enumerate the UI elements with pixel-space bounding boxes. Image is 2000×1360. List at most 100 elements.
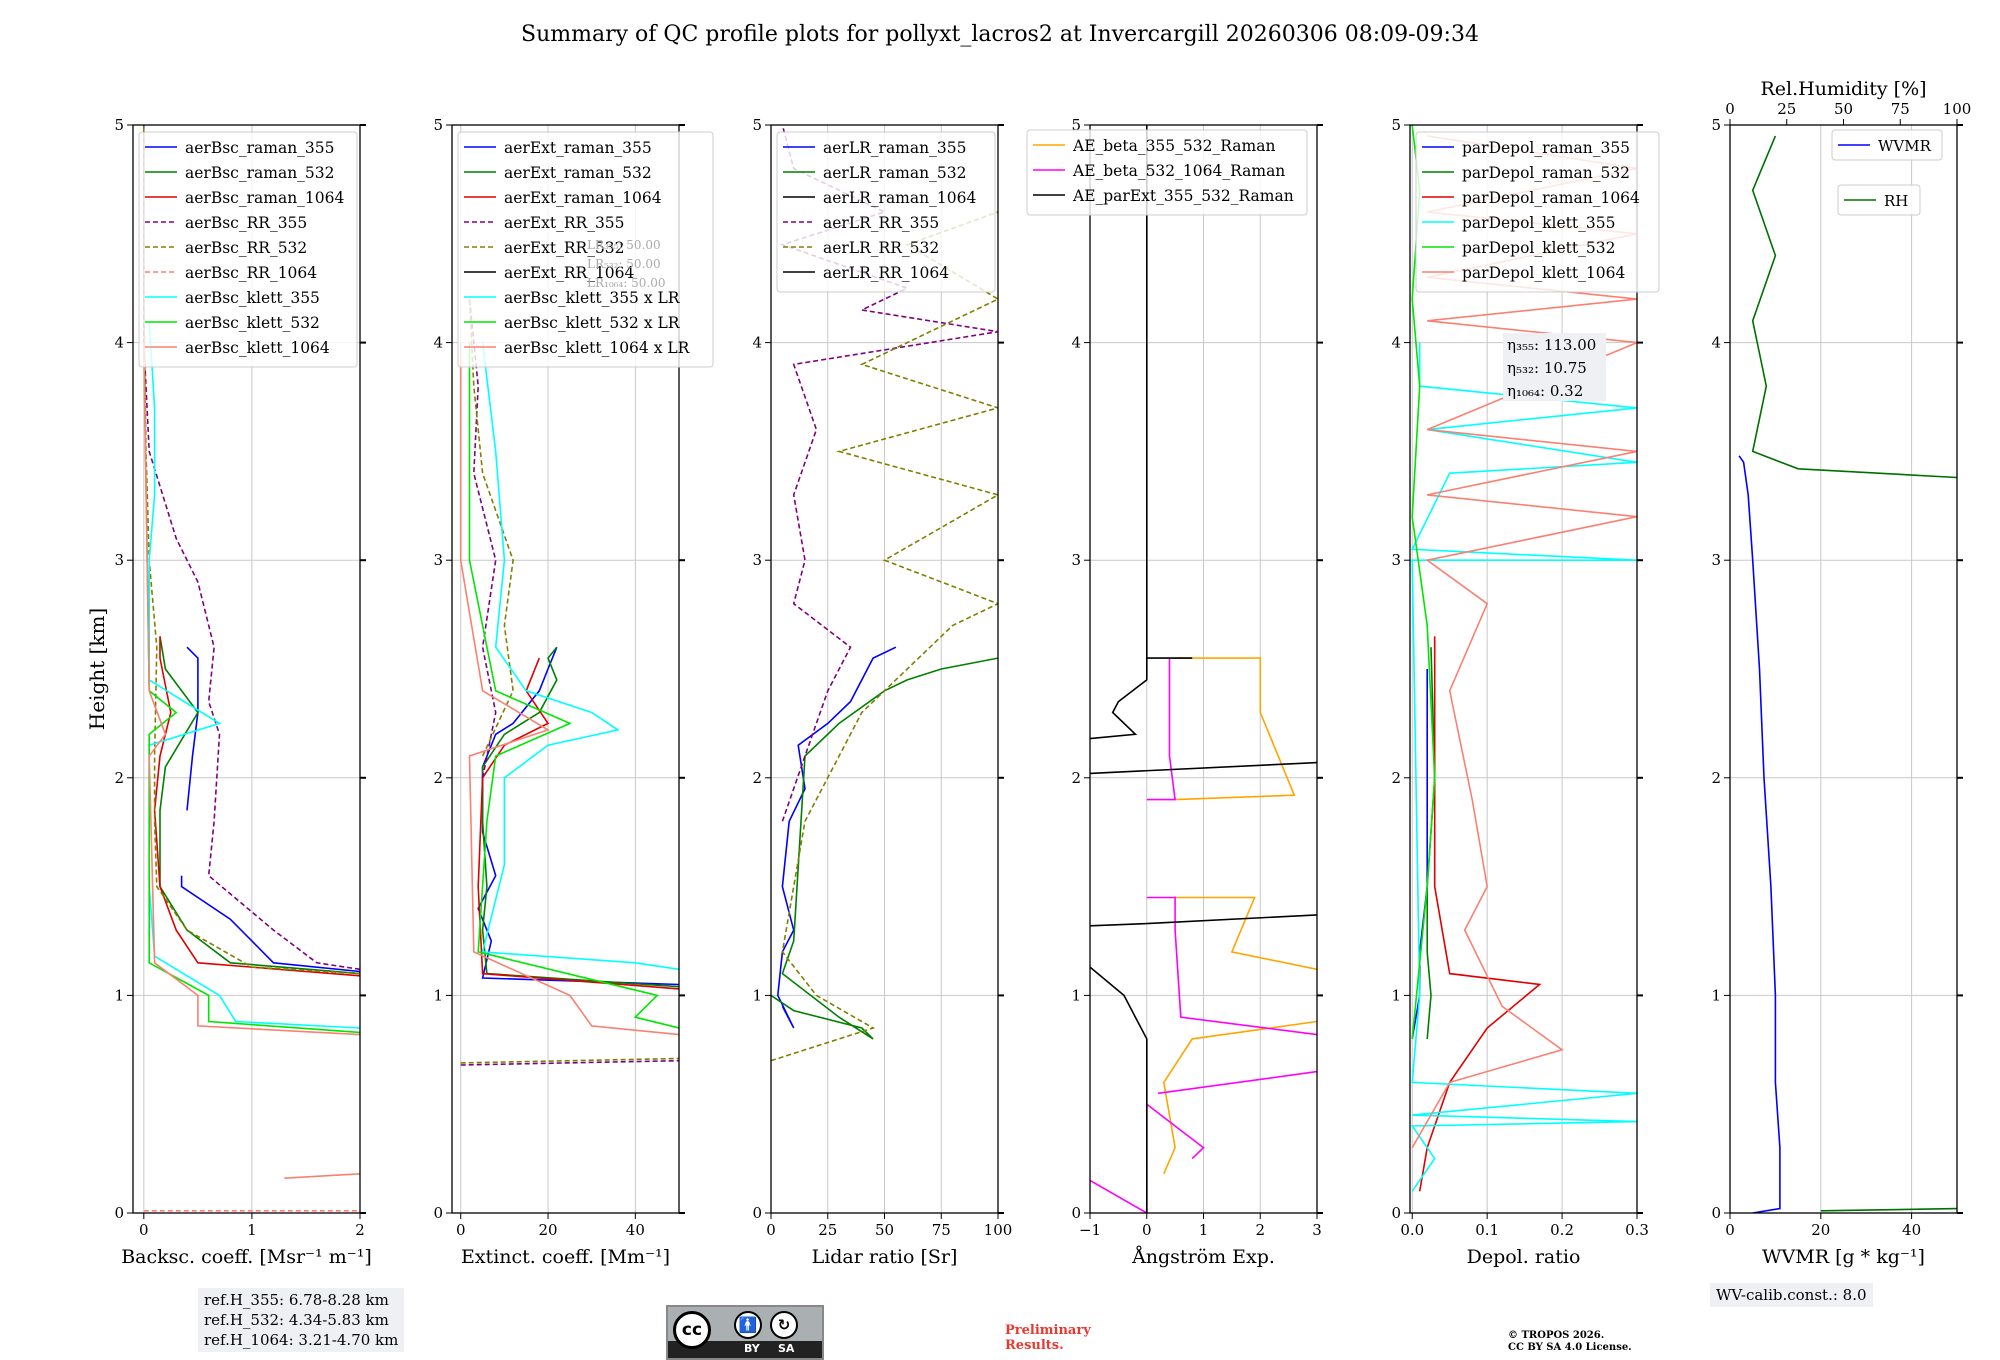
legend-label: aerBsc_raman_1064 [185, 189, 345, 207]
y-tick-label: 5 [752, 116, 762, 134]
legend-label: aerLR_RR_1064 [823, 264, 949, 282]
preliminary-results-note: Preliminary Results. [1005, 1323, 1125, 1353]
legend-label: aerBsc_klett_355 [185, 289, 320, 307]
x-tick-label: 0.0 [1400, 1221, 1424, 1239]
x-axis-label: Backsc. coeff. [Msr⁻¹ m⁻¹] [121, 1246, 372, 1268]
lidar-ratio-annotation: LR₃₅₅: 50.00 [587, 238, 661, 252]
y-tick-label: 5 [1391, 116, 1401, 134]
series-aerBsc_raman_355 [180, 875, 360, 973]
legend-box [457, 131, 714, 368]
y-tick-label: 4 [1391, 334, 1401, 352]
x-tick-label: 40 [1902, 1221, 1921, 1239]
series-AE_beta_355_532_Raman [1175, 896, 1317, 971]
y-tick-label: 1 [1071, 986, 1081, 1004]
y-tick-label: 5 [114, 116, 124, 134]
x-tick-label: 25 [818, 1221, 837, 1239]
legend-box [1415, 131, 1660, 293]
series-RH [1820, 1207, 1957, 1212]
y-tick-label: 1 [1391, 986, 1401, 1004]
series-AE_beta_532_1064_Raman [1090, 1102, 1205, 1213]
series-aerBsc_RR_355 [143, 125, 360, 971]
cc-sa-label: SA [778, 1342, 795, 1355]
series-AE_parExt_355_532_Raman [1090, 966, 1148, 1213]
x-tick-label: 0 [1142, 1221, 1152, 1239]
series-group [143, 125, 360, 1212]
panel-6: 0 20 40 0 1 2 3 4 5 WVMR [g * kg⁻¹] 0 25 50 75 100 Rel.… [1711, 78, 1971, 1268]
ref-height-355: ref.H_355: 6.78-8.28 km [204, 1291, 389, 1309]
x-tick-label: 1 [1199, 1221, 1209, 1239]
x-tick-label: 3 [1312, 1221, 1322, 1239]
series-aerBsc_raman_532 [159, 636, 360, 975]
y-tick-label: 1 [1711, 986, 1721, 1004]
x-axis-label: Ångström Exp. [1131, 1246, 1275, 1268]
y-tick-label: 5 [1071, 116, 1081, 134]
legend-label: aerLR_raman_355 [823, 139, 966, 157]
reference-heights-box: ref.H_355: 6.78-8.28 km ref.H_532: 4.34-… [198, 1288, 405, 1352]
series-aerExt_RR_532 [460, 1057, 679, 1064]
x-tick-label: 0.3 [1625, 1221, 1649, 1239]
x-axis-label: Depol. ratio [1467, 1246, 1581, 1268]
ref-height-1064: ref.H_1064: 3.21-4.70 km [204, 1331, 399, 1349]
legend-label: aerBsc_raman_532 [185, 164, 335, 182]
y-axis-label: Height [km] [85, 608, 109, 730]
y-tick-label: 2 [1711, 769, 1721, 787]
y-tick-label: 0 [1391, 1204, 1401, 1222]
x-tick-label: 0 [456, 1221, 466, 1239]
copyright-line-1: © TROPOS 2026. [1508, 1330, 1605, 1341]
legend-label: aerLR_RR_532 [823, 239, 939, 257]
legend-label: parDepol_raman_355 [1462, 139, 1630, 157]
legend-label: aerExt_RR_532 [504, 239, 625, 257]
series-aerLR_raman_532 [771, 657, 998, 1040]
series-aerBsc_klett_355 x LR [481, 342, 679, 971]
y-tick-label: 2 [433, 769, 443, 787]
y-tick-label: 4 [752, 334, 762, 352]
x-tick-label: 40 [626, 1221, 645, 1239]
wv-calibration-constant: WV-calib.const.: 8.0 [1710, 1283, 1873, 1307]
legend-label: aerBsc_klett_355 x LR [504, 289, 681, 307]
legend-label: WVMR [1878, 137, 1932, 155]
y-tick-label: 0 [752, 1204, 762, 1222]
series-AE_beta_355_532_Raman [1175, 657, 1296, 801]
legend-box [776, 131, 996, 293]
top-axis-label: Rel.Humidity [%] [1760, 78, 1926, 100]
y-tick-label: 3 [114, 551, 124, 569]
copyright-note: © TROPOS 2026. CC BY SA 4.0 License. [1508, 1330, 1708, 1354]
legend-label: aerExt_raman_355 [504, 139, 652, 157]
series-aerExt_raman_1064 [477, 657, 679, 990]
series-AE_parExt_355_532_Raman [1090, 914, 1317, 927]
panel-3: 0 25 50 75 100 0 1 2 3 4 5 Lidar ratio [Sr] aerLR_ra… [752, 116, 1012, 1268]
top-tick-label: 25 [1777, 100, 1796, 118]
copyright-line-2: CC BY SA 4.0 License. [1508, 1342, 1632, 1353]
eta-value: η₃₅₅: 113.00 [1507, 336, 1596, 354]
legend-label: aerBsc_raman_355 [185, 139, 335, 157]
series-AE_parExt_355_532_Raman [1090, 761, 1317, 775]
series-group [1738, 135, 1957, 1213]
y-tick-label: 3 [752, 551, 762, 569]
series-group [1090, 125, 1317, 1213]
legend-label: parDepol_klett_355 [1462, 214, 1615, 232]
y-tick-label: 1 [752, 986, 762, 1004]
x-tick-label: 0.2 [1550, 1221, 1574, 1239]
legend-label: AE_beta_355_532_Raman [1072, 137, 1275, 155]
series-aerLR_raman_355 [776, 646, 897, 1029]
y-tick-label: 0 [1711, 1204, 1721, 1222]
top-tick-label: 75 [1891, 100, 1910, 118]
attribution-icon: 🚹 [734, 1311, 762, 1339]
preliminary-line-2: Results. [1005, 1338, 1064, 1353]
legend-label: parDepol_klett_1064 [1462, 264, 1625, 282]
x-tick-label: 0 [139, 1221, 149, 1239]
series-AE_beta_532_1064_Raman [1146, 896, 1317, 1036]
top-tick-label: 50 [1834, 100, 1853, 118]
legend-label: aerBsc_RR_1064 [185, 264, 317, 282]
series-aerBsc_klett_1064 x LR [459, 342, 679, 1036]
legend-label: parDepol_raman_532 [1462, 164, 1630, 182]
legend-label: aerLR_raman_1064 [823, 189, 976, 207]
series-aerBsc_raman_1064 [153, 636, 360, 977]
series-aerExt_raman_355 [477, 646, 679, 986]
y-tick-label: 0 [1071, 1204, 1081, 1222]
series-aerExt_RR_355 [460, 1059, 679, 1066]
x-tick-label: 0 [766, 1221, 776, 1239]
axes-frame [132, 124, 361, 1214]
y-tick-label: 4 [433, 334, 443, 352]
